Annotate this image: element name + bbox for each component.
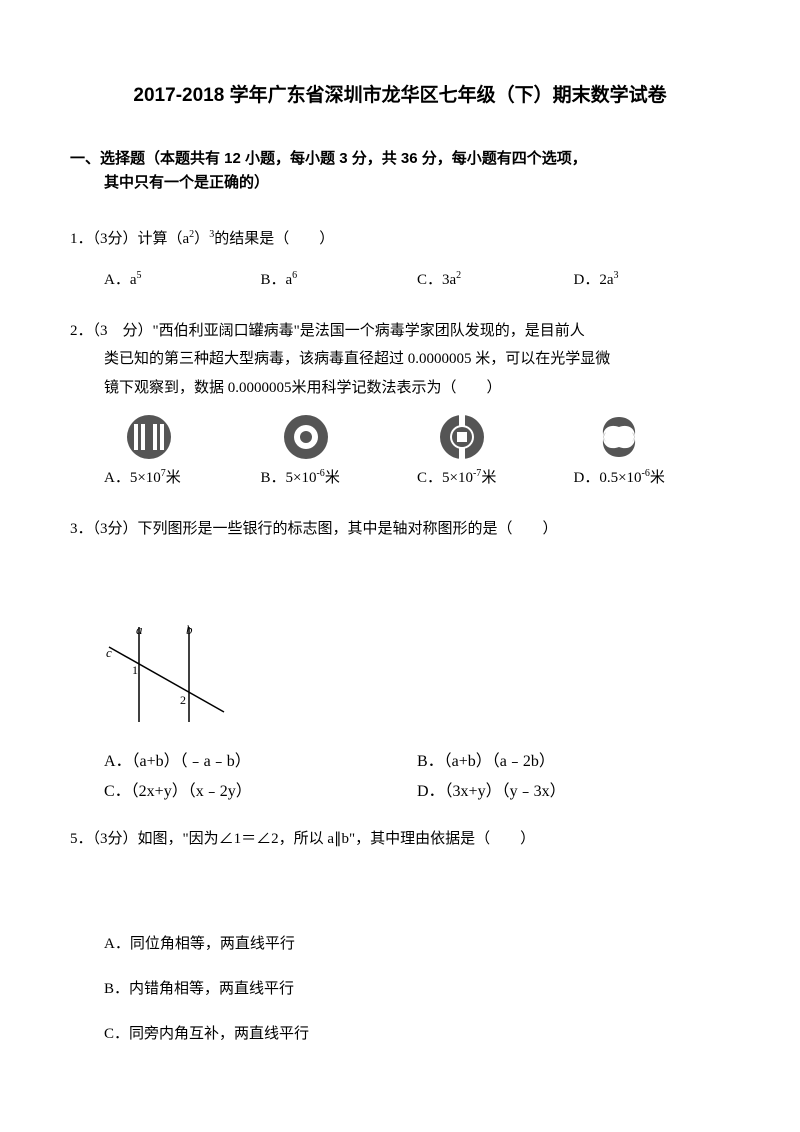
q2-option-b: B．5×10-6米: [261, 466, 340, 487]
diagram-label-b: b: [186, 622, 193, 637]
q1-option-a: A．a5: [104, 268, 261, 289]
question-3: 3．（3分）下列图形是一些银行的标志图，其中是轴对称图形的是（ ）: [70, 515, 730, 544]
q2-option-d: D．0.5×10-6米: [574, 466, 665, 487]
q4-option-c: C．（2x+y）（x﹣2y）: [104, 777, 417, 807]
q4-option-d: D．（3x+y）（y﹣3x）: [417, 777, 730, 807]
diagram-label-c: c: [106, 645, 112, 660]
question-2: 2．（3 分）"西伯利亚阔口罐病毒"是法国一个病毒学家团队发现的，是目前人 类已…: [70, 317, 730, 488]
q2-option-a: A．5×107米: [104, 466, 181, 487]
question-5-stem: 5．（3分）如图，"因为∠1＝∠2，所以 a∥b"，其中理由依据是（ ）: [70, 825, 730, 854]
bank-logo-b-icon: [281, 412, 331, 462]
q1-option-c: C．3a2: [417, 268, 574, 289]
question-2-stem-l3: 镜下观察到，数据 0.0000005米用科学记数法表示为（ ）: [70, 374, 730, 403]
q4-option-b: B．（a+b）（a﹣2b）: [417, 747, 730, 777]
question-1-stem: 1．（3分）计算（a2）3的结果是（ ）: [70, 225, 730, 254]
section-heading-line1: 一、选择题（本题共有 12 小题，每小题 3 分，共 36 分，每小题有四个选项…: [70, 150, 587, 167]
q1-option-d: D．2a3: [574, 268, 731, 289]
question-2-stem-l2: 类已知的第三种超大型病毒，该病毒直径超过 0.0000005 米，可以在光学显微: [70, 345, 730, 374]
bank-logo-c-icon: [437, 412, 487, 462]
q1-option-b: B．a6: [261, 268, 418, 289]
diagram-label-2: 2: [180, 693, 186, 707]
question-5: 5．（3分）如图，"因为∠1＝∠2，所以 a∥b"，其中理由依据是（ ）: [70, 825, 730, 854]
section-heading: 一、选择题（本题共有 12 小题，每小题 3 分，共 36 分，每小题有四个选项…: [70, 147, 730, 195]
parallel-lines-diagram: a b c 1 2: [104, 622, 730, 737]
q5-option-a: A．同位角相等，两直线平行: [104, 932, 730, 953]
question-2-logos: A．5×107米 B．5×10-6米 C．5×10-7米: [70, 412, 730, 487]
question-1-options: A．a5 B．a6 C．3a2 D．2a3: [70, 268, 730, 289]
question-5-options: A．同位角相等，两直线平行 B．内错角相等，两直线平行 C．同旁内角互补，两直线…: [70, 932, 730, 1043]
section-heading-line2: 其中只有一个是正确的）: [70, 174, 269, 191]
question-4-options: A．（a+b）（﹣a﹣b） B．（a+b）（a﹣2b） C．（2x+y）（x﹣2…: [70, 747, 730, 808]
diagram-label-a: a: [136, 622, 143, 637]
diagram-label-1: 1: [132, 663, 138, 677]
q4-option-a: A．（a+b）（﹣a﹣b）: [104, 747, 417, 777]
q5-option-b: B．内错角相等，两直线平行: [104, 977, 730, 998]
bank-logo-a-icon: [124, 412, 174, 462]
page-title: 2017-2018 学年广东省深圳市龙华区七年级（下）期末数学试卷: [70, 80, 730, 107]
q2-option-c: C．5×10-7米: [417, 466, 496, 487]
question-1: 1．（3分）计算（a2）3的结果是（ ） A．a5 B．a6 C．3a2 D．2…: [70, 225, 730, 289]
question-3-stem: 3．（3分）下列图形是一些银行的标志图，其中是轴对称图形的是（ ）: [70, 515, 730, 544]
question-2-stem-l1: 2．（3 分）"西伯利亚阔口罐病毒"是法国一个病毒学家团队发现的，是目前人: [70, 317, 730, 346]
q5-option-c: C．同旁内角互补，两直线平行: [104, 1022, 730, 1043]
bank-logo-d-icon: [594, 412, 644, 462]
